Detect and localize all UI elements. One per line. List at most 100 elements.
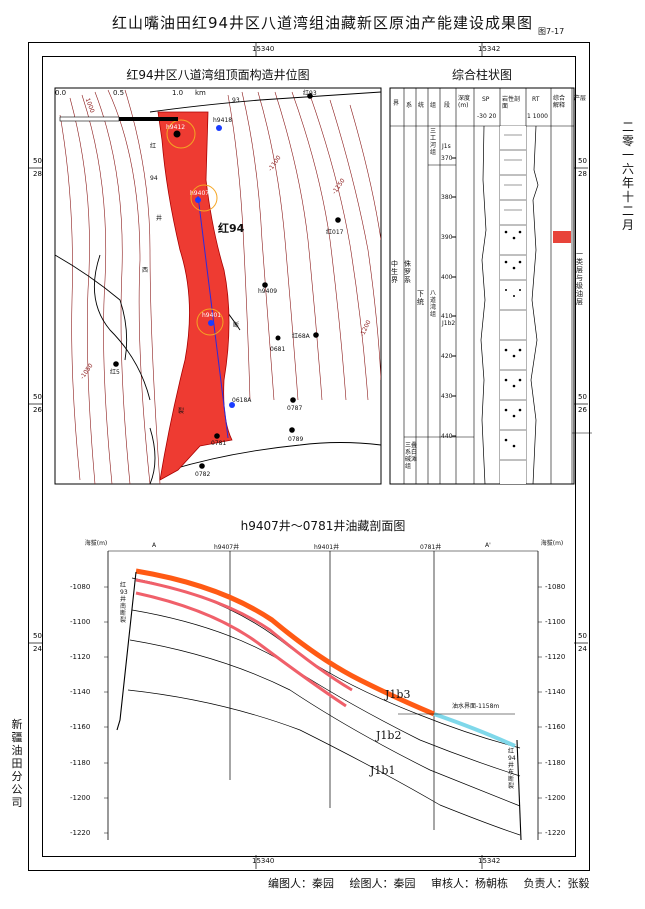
svg-text:28: 28 (578, 170, 587, 178)
col-header-interpretation: 综合解释 (553, 95, 566, 109)
map-scale-bar (59, 116, 178, 122)
oil-layer-j1b3 (135, 568, 435, 717)
depth-430: 430 (441, 393, 453, 400)
section-line (197, 195, 229, 439)
y-tick-1160-left: -1160 (70, 723, 91, 731)
strat-era: 中生界 (391, 260, 398, 284)
unit-label-j1s: J1s (442, 143, 451, 150)
page-title: 红山嘴油田红94井区八道湾组油藏新区原油产能建设成果图 (111, 14, 534, 32)
well-0781: 0781 (211, 440, 227, 447)
footer-reviewer: 审核人：杨朝栋 (431, 877, 508, 890)
sp-curve (480, 125, 487, 485)
well-head-h9407: h9407井 (214, 544, 240, 551)
y-tick-1180-right: -1180 (545, 759, 566, 767)
date-vertical: 二零一六年十二月 (621, 120, 634, 232)
grid-ticks (28, 42, 588, 869)
svg-text:28: 28 (33, 170, 42, 178)
col-header-depth: 深度(m) (458, 95, 471, 109)
section-y-label-left: 海拔(m) (84, 540, 108, 547)
well-0789: 0789 (288, 436, 304, 443)
sp-scale: -30 20 (477, 113, 497, 120)
y-tick-1200-right: -1200 (545, 794, 566, 802)
svg-text:26: 26 (578, 406, 587, 414)
footer-drawer: 编图人：秦园 (268, 877, 334, 890)
depth-390: 390 (441, 234, 453, 241)
col-header-formation: 组 (430, 102, 437, 109)
section-title: h9407井～0781井油藏剖面图 (240, 519, 406, 533)
left-fault-label: 红93井南断裂 (120, 582, 128, 624)
section-y-label-right: 海拔(m) (540, 540, 564, 547)
strat-system: 侏罗系 (404, 260, 411, 284)
col-header-rt: RT (532, 96, 540, 103)
strat-formation: 八道湾组 (430, 290, 437, 318)
svg-text:50: 50 (33, 632, 42, 640)
y-tick-1200-left: -1200 (70, 794, 91, 802)
depth-410: 410 (441, 313, 453, 320)
well-head-a: A (152, 542, 157, 549)
map-well-dots (113, 93, 341, 469)
owc-label: 油水界面-1158m (452, 703, 500, 710)
depth-420: 420 (441, 353, 453, 360)
layer-label-j1b1: J1b1 (370, 764, 396, 777)
y-tick-1100-right: -1100 (545, 618, 566, 626)
grid-label-x-bottom-left: 15340 (252, 857, 275, 865)
col-header-era: 界 (393, 100, 400, 107)
col-header-lithology: 岩性剖面 (502, 96, 521, 110)
oil-zone-marker (553, 231, 571, 243)
depth-400: 400 (441, 274, 453, 281)
fault-label-94: 94 (150, 175, 158, 182)
well-head-0781: 0781井 (420, 544, 442, 551)
column-title: 综合柱状图 (451, 68, 512, 82)
pay-zone-label: 一类层与级油层 (576, 250, 583, 306)
col-header-system: 系 (406, 102, 413, 109)
well-0782: 0782 (195, 471, 211, 478)
well-h9401: h9401 (202, 312, 222, 319)
y-tick-1220-left: -1220 (70, 829, 91, 837)
depth-380: 380 (441, 194, 453, 201)
grid-label-x-top-right: 15342 (478, 45, 501, 53)
col-header-series: 统 (418, 102, 425, 109)
svg-text:50: 50 (578, 157, 587, 165)
oil-area (157, 111, 233, 481)
svg-text:24: 24 (33, 645, 42, 653)
left-fault (116, 571, 137, 731)
well-0681: 0681 (270, 346, 286, 353)
svg-text:50: 50 (33, 157, 42, 165)
svg-text:24: 24 (578, 645, 587, 653)
svg-text:26: 26 (33, 406, 42, 414)
figure-number: 图7-17 (538, 27, 565, 36)
y-tick-1140-left: -1140 (70, 688, 91, 696)
well-h9407: h9407 (190, 190, 210, 197)
y-tick-1120-right: -1120 (545, 653, 566, 661)
y-tick-1080-right: -1080 (545, 583, 566, 591)
y-tick-1220-right: -1220 (545, 829, 566, 837)
scale-tick-1: 0.5 (113, 89, 125, 97)
oil-layer-3 (135, 591, 347, 708)
map-contours (55, 89, 381, 484)
section-panel (104, 550, 542, 841)
grid-label-x-bottom-right: 15342 (478, 857, 501, 865)
well-head-h9401: h9401井 (314, 544, 340, 551)
fault-label-lie: 裂 (178, 408, 185, 415)
svg-text:50: 50 (578, 393, 587, 401)
grid-label-x-top-left: 15340 (252, 45, 275, 53)
col-header-member: 段 (444, 102, 451, 109)
well-0618a: 0618A (232, 397, 252, 404)
depth-370: 370 (441, 155, 453, 162)
oil-layer-2 (135, 578, 353, 692)
scale-tick-0: 0.0 (55, 89, 67, 97)
fault-label-duan: 断 (233, 322, 240, 329)
well-h9409: h9409 (258, 288, 278, 295)
scale-tick-2: 1.0 (172, 89, 184, 97)
outer-frame (28, 42, 590, 871)
well-hong68a: 红68A (292, 333, 310, 340)
lithology-pattern (500, 126, 526, 484)
column-depth-ticks (452, 157, 456, 437)
strat-bottom-unit: 三叠系白碱滩组 (405, 442, 418, 470)
fault-label-jing: 井 (156, 215, 163, 222)
well-hong93: 红93 (303, 90, 317, 97)
svg-text:50: 50 (578, 632, 587, 640)
grid-y-labels: 50 28 50 28 50 26 50 26 50 24 50 24 (33, 157, 587, 653)
right-fault-label: 红94井东断裂 (508, 748, 516, 790)
